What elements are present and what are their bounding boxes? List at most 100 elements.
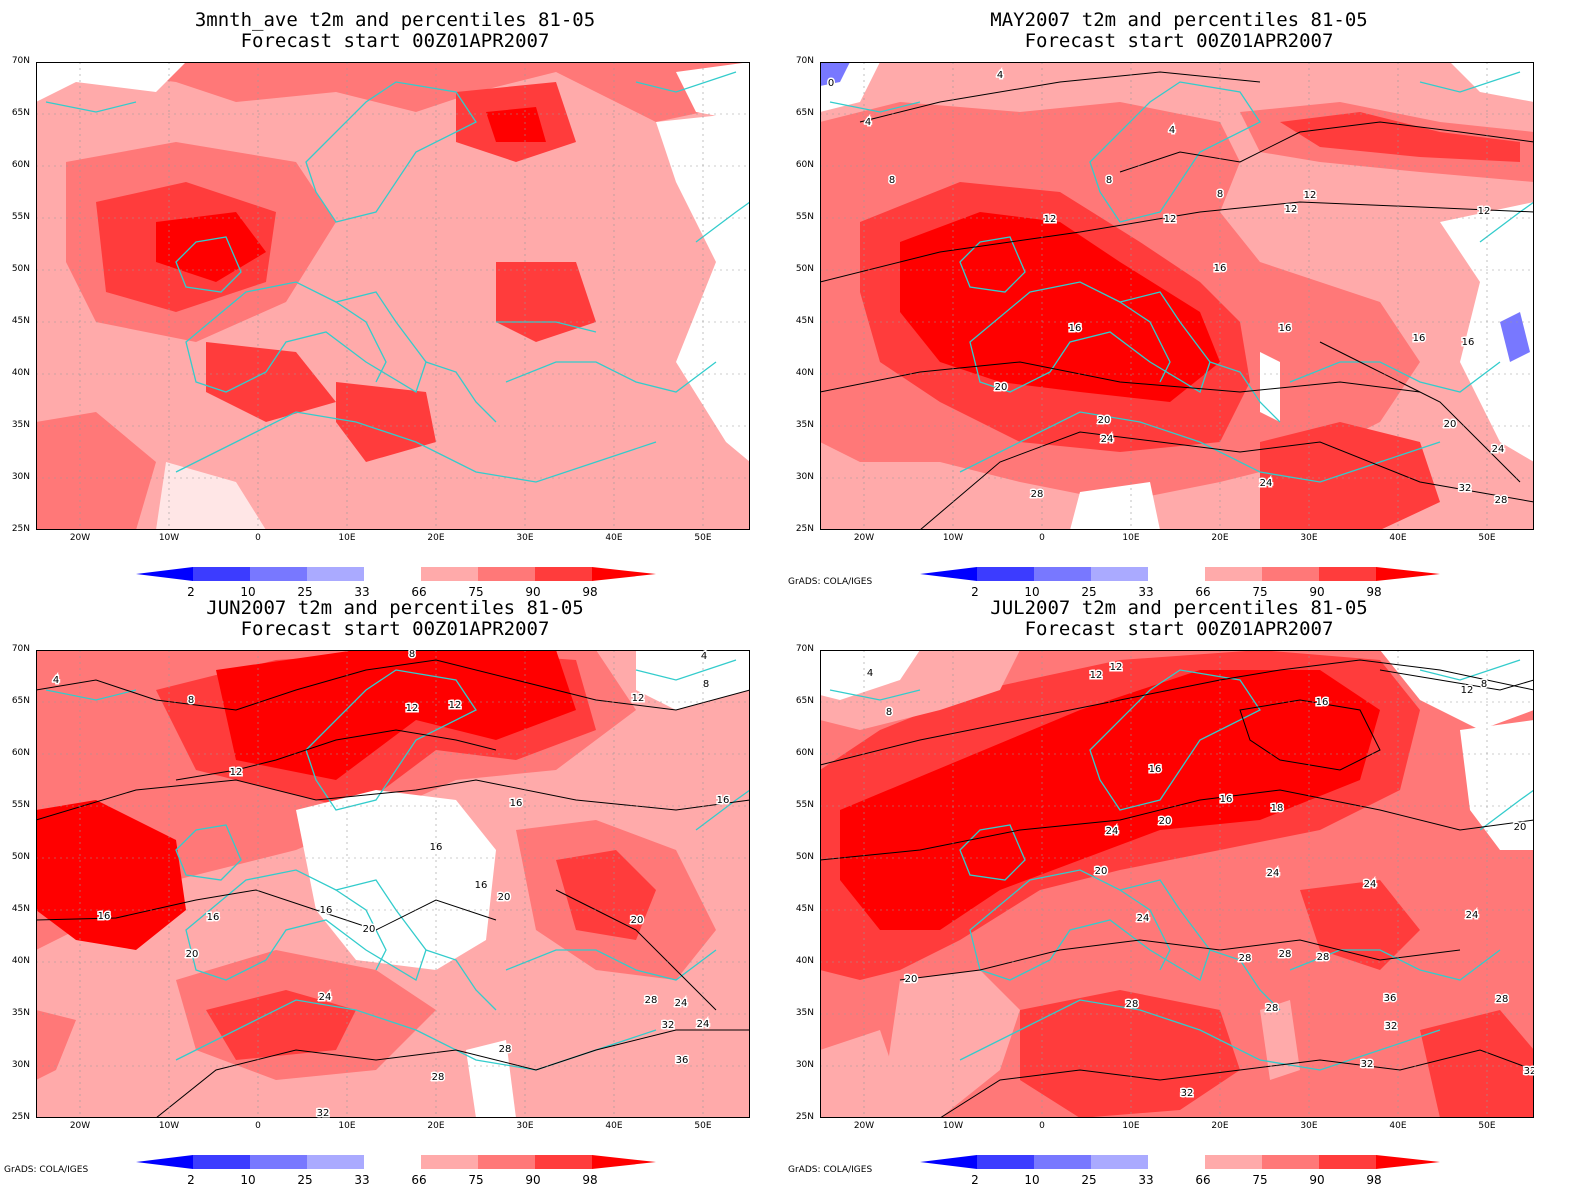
contour-label: 4	[867, 668, 873, 679]
contour-label: 16	[1316, 697, 1329, 708]
lon-label: 20W	[69, 533, 91, 543]
panel-title: JUL2007 t2m and percentiles 81-05	[990, 597, 1368, 619]
contour-label: 12	[1285, 204, 1298, 215]
colorbar-label: 66	[1195, 1173, 1211, 1187]
lat-label: 40N	[11, 956, 30, 966]
colorbar-label: 98	[1366, 1173, 1382, 1187]
lon-label: 10W	[158, 533, 180, 543]
colorbar-label: 66	[411, 1173, 427, 1187]
grads-credit: GrADS: COLA/IGES	[788, 577, 873, 587]
colorbar-label: 75	[468, 585, 484, 599]
lon-label: 10E	[1122, 533, 1140, 543]
lon-label: 10E	[338, 533, 356, 543]
contour-label: 24	[1106, 826, 1119, 837]
contour-label: 32	[317, 1108, 330, 1118]
contour-label: 20	[498, 892, 511, 903]
panel-may2007: MAY2007 t2m and percentiles 81-05 Foreca…	[784, 0, 1574, 599]
lon-label: 10W	[942, 1121, 964, 1131]
colorbar-label: 25	[1081, 585, 1097, 599]
lon-label: 50E	[694, 1121, 712, 1131]
contour-label: 20	[631, 915, 644, 926]
panel-title: MAY2007 t2m and percentiles 81-05	[990, 9, 1368, 31]
lon-label: 30E	[1300, 533, 1318, 543]
colorbar-label: 33	[1138, 585, 1154, 599]
colorbar-label: 25	[1081, 1173, 1097, 1187]
colorbar-label: 10	[1024, 585, 1040, 599]
lon-label: 0	[255, 533, 261, 543]
colorbar-label: 98	[582, 1173, 598, 1187]
colorbar-label: 98	[582, 585, 598, 599]
contour-label: 24	[675, 998, 688, 1009]
colorbar-label: 75	[1252, 585, 1268, 599]
contour-label: 28	[1317, 952, 1330, 963]
contour-label: 4	[701, 651, 707, 662]
grads-credit: GrADS: COLA/IGES	[4, 1165, 89, 1175]
contour-label: 32	[1524, 1066, 1534, 1077]
lat-label: 55N	[795, 800, 814, 810]
lat-label: 40N	[11, 368, 30, 378]
contour-label: 12	[406, 703, 419, 714]
lon-label: 30E	[1300, 1121, 1318, 1131]
contour-label: 16	[717, 795, 730, 806]
contour-label: 16	[510, 798, 523, 809]
lat-label: 55N	[795, 212, 814, 222]
contour-label: 16	[475, 880, 488, 891]
colorbar-label: 90	[525, 1173, 541, 1187]
panel-jun2007: JUN2007 t2m and percentiles 81-05 Foreca…	[0, 588, 790, 1187]
contour-label: 12	[1478, 206, 1491, 217]
percentile-map	[36, 62, 750, 530]
lon-label: 20W	[69, 1121, 91, 1131]
contour-label: 12	[1164, 214, 1177, 225]
lat-label: 70N	[11, 56, 30, 66]
colorbar-label: 25	[297, 585, 313, 599]
lon-label: 50E	[1478, 1121, 1496, 1131]
contour-label: 28	[1496, 994, 1509, 1005]
colorbar-label: 66	[411, 585, 427, 599]
lat-label: 30N	[11, 472, 30, 482]
colorbar-label: 98	[1366, 585, 1382, 599]
contour-label: 32	[1181, 1088, 1194, 1099]
lon-label: 10W	[158, 1121, 180, 1131]
lat-label: 40N	[795, 368, 814, 378]
lon-label: 10E	[1122, 1121, 1140, 1131]
lat-label: 60N	[795, 160, 814, 170]
percentile-map: 4 4 4 8 8 8 12 12 12 12 12 16 16 16 16 16 20 20 20 24 24 24 28…	[820, 62, 1534, 530]
contour-label: 24	[1137, 913, 1150, 924]
contour-label: 32	[1459, 483, 1472, 494]
contour-label: 32	[662, 1020, 675, 1031]
contour-label: 16	[1279, 323, 1292, 334]
contour-label: 12	[1461, 685, 1474, 696]
contour-label: 24	[1466, 910, 1479, 921]
lat-label: 40N	[795, 956, 814, 966]
contour-label: 12	[632, 693, 645, 704]
lat-label: 50N	[11, 264, 30, 274]
lat-label: 65N	[795, 108, 814, 118]
contour-label: 18	[1271, 803, 1284, 814]
lat-label: 70N	[795, 644, 814, 654]
contour-label: 16	[207, 912, 220, 923]
contour-label: 12	[449, 700, 462, 711]
contour-label: 24	[1267, 868, 1280, 879]
lat-label: 30N	[11, 1060, 30, 1070]
percentile-map: 4 4 8 8 8 12 12 12 12 16 16 16 16 16 16 16 20 20 20 20 24 24 2…	[36, 650, 750, 1118]
contour-label: 8	[188, 695, 194, 706]
lon-label: 40E	[605, 1121, 623, 1131]
panel-title: 3mnth_ave t2m and percentiles 81-05	[194, 9, 596, 31]
lat-label: 60N	[795, 748, 814, 758]
contour-label: 28	[432, 1072, 445, 1083]
contour-label: 8	[886, 707, 892, 718]
grads-credit: GrADS: COLA/IGES	[788, 1165, 873, 1175]
colorbar-label: 2	[971, 1173, 979, 1187]
lat-label: 45N	[795, 904, 814, 914]
contour-label: 4	[1169, 125, 1175, 136]
lon-label: 20E	[1211, 1121, 1229, 1131]
contour-label: 4	[53, 675, 59, 686]
contour-label: 8	[1217, 189, 1223, 200]
contour-label: 16	[320, 905, 333, 916]
contour-label: 20	[363, 924, 376, 935]
contour-label: 12	[1110, 662, 1123, 673]
panel-title: JUN2007 t2m and percentiles 81-05	[206, 597, 584, 619]
colorbar-label: 75	[1252, 1173, 1268, 1187]
panel-subtitle: Forecast start 00Z01APR2007	[240, 618, 550, 640]
contour-label: 28	[645, 995, 658, 1006]
